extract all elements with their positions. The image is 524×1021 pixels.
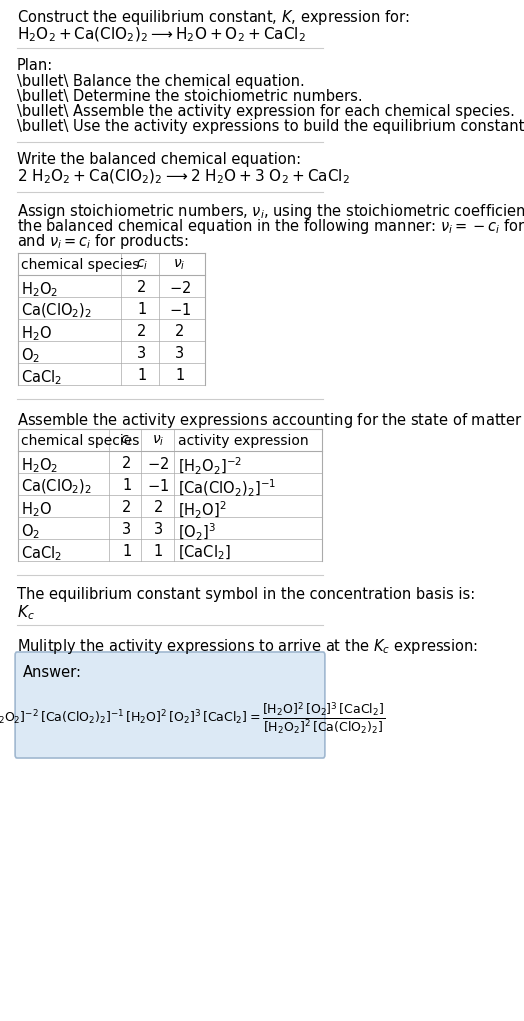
- Text: $-1$: $-1$: [147, 478, 170, 494]
- Text: $\mathrm{H_2O_2}$: $\mathrm{H_2O_2}$: [20, 456, 58, 475]
- Text: $[\mathrm{H_2O}]^{2}$: $[\mathrm{H_2O}]^{2}$: [179, 500, 227, 521]
- Text: 2: 2: [154, 500, 163, 515]
- Text: $K_c = [\mathrm{H_2O_2}]^{-2}\,[\mathrm{Ca(ClO_2)_2}]^{-1}\,[\mathrm{H_2O}]^{2}\: $K_c = [\mathrm{H_2O_2}]^{-2}\,[\mathrm{…: [0, 700, 385, 736]
- Text: $\mathrm{O_2}$: $\mathrm{O_2}$: [20, 346, 40, 364]
- Text: 2: 2: [175, 324, 184, 339]
- Text: $-2$: $-2$: [169, 280, 191, 296]
- Text: $[\mathrm{Ca(ClO_2)_2}]^{-1}$: $[\mathrm{Ca(ClO_2)_2}]^{-1}$: [179, 478, 277, 499]
- Text: activity expression: activity expression: [179, 434, 309, 448]
- Text: and $\nu_i = c_i$ for products:: and $\nu_i = c_i$ for products:: [17, 232, 189, 251]
- Text: 1: 1: [137, 368, 146, 383]
- Text: 1: 1: [154, 544, 163, 560]
- Text: 1: 1: [122, 478, 131, 493]
- Text: \bullet\ Assemble the activity expression for each chemical species.: \bullet\ Assemble the activity expressio…: [17, 104, 515, 119]
- Text: 2: 2: [122, 456, 132, 471]
- Text: $\mathrm{CaCl_2}$: $\mathrm{CaCl_2}$: [20, 368, 61, 387]
- Text: $\nu_i$: $\nu_i$: [173, 258, 186, 273]
- Text: $\mathrm{H_2O}$: $\mathrm{H_2O}$: [20, 324, 51, 343]
- Text: 3: 3: [137, 346, 146, 361]
- Text: $\mathrm{O_2}$: $\mathrm{O_2}$: [20, 522, 40, 541]
- Text: $\nu_i$: $\nu_i$: [152, 434, 165, 448]
- Text: 2: 2: [122, 500, 132, 515]
- Text: $\mathrm{2\ H_2O_2 + Ca(ClO_2)_2 \longrightarrow 2\ H_2O + 3\ O_2 + CaCl_2}$: $\mathrm{2\ H_2O_2 + Ca(ClO_2)_2 \longri…: [17, 168, 350, 187]
- Text: $-1$: $-1$: [169, 302, 191, 318]
- Text: Mulitply the activity expressions to arrive at the $K_c$ expression:: Mulitply the activity expressions to arr…: [17, 637, 478, 657]
- FancyBboxPatch shape: [15, 652, 325, 758]
- Text: 3: 3: [122, 522, 131, 537]
- Text: $c_i$: $c_i$: [121, 434, 133, 448]
- Text: $\mathrm{CaCl_2}$: $\mathrm{CaCl_2}$: [20, 544, 61, 563]
- Text: Plan:: Plan:: [17, 58, 53, 72]
- Text: chemical species: chemical species: [20, 434, 139, 448]
- Text: $[\mathrm{CaCl_2}]$: $[\mathrm{CaCl_2}]$: [179, 544, 231, 563]
- Text: \bullet\ Balance the chemical equation.: \bullet\ Balance the chemical equation.: [17, 74, 304, 89]
- Text: $\mathrm{H_2O_2}$: $\mathrm{H_2O_2}$: [20, 280, 58, 299]
- Text: 3: 3: [154, 522, 163, 537]
- Text: 1: 1: [137, 302, 146, 317]
- Text: Write the balanced chemical equation:: Write the balanced chemical equation:: [17, 152, 301, 167]
- Text: 2: 2: [137, 324, 146, 339]
- Text: $[\mathrm{O_2}]^{3}$: $[\mathrm{O_2}]^{3}$: [179, 522, 216, 543]
- Text: $\mathrm{Ca(ClO_2)_2}$: $\mathrm{Ca(ClO_2)_2}$: [20, 478, 92, 496]
- Text: Assemble the activity expressions accounting for the state of matter and $\nu_i$: Assemble the activity expressions accoun…: [17, 411, 524, 430]
- Text: 1: 1: [122, 544, 131, 560]
- Text: \bullet\ Use the activity expressions to build the equilibrium constant expressi: \bullet\ Use the activity expressions to…: [17, 119, 524, 134]
- Text: $\mathrm{H_2O_2 + Ca(ClO_2)_2 \longrightarrow H_2O + O_2 + CaCl_2}$: $\mathrm{H_2O_2 + Ca(ClO_2)_2 \longright…: [17, 26, 305, 44]
- Text: Assign stoichiometric numbers, $\nu_i$, using the stoichiometric coefficients, $: Assign stoichiometric numbers, $\nu_i$, …: [17, 202, 524, 221]
- Text: 2: 2: [137, 280, 146, 295]
- Text: $\mathrm{Ca(ClO_2)_2}$: $\mathrm{Ca(ClO_2)_2}$: [20, 302, 92, 321]
- Text: The equilibrium constant symbol in the concentration basis is:: The equilibrium constant symbol in the c…: [17, 587, 475, 602]
- Text: chemical species: chemical species: [20, 258, 139, 272]
- Text: $K_c$: $K_c$: [17, 603, 35, 622]
- Text: $-2$: $-2$: [147, 456, 170, 472]
- Text: $[\mathrm{H_2O_2}]^{-2}$: $[\mathrm{H_2O_2}]^{-2}$: [179, 456, 243, 477]
- Text: 1: 1: [175, 368, 184, 383]
- Text: 3: 3: [175, 346, 184, 361]
- Text: $\mathrm{H_2O}$: $\mathrm{H_2O}$: [20, 500, 51, 519]
- Text: the balanced chemical equation in the following manner: $\nu_i = -c_i$ for react: the balanced chemical equation in the fo…: [17, 217, 524, 236]
- Text: \bullet\ Determine the stoichiometric numbers.: \bullet\ Determine the stoichiometric nu…: [17, 89, 363, 104]
- Text: Construct the equilibrium constant, $K$, expression for:: Construct the equilibrium constant, $K$,…: [17, 8, 410, 27]
- Text: $c_i$: $c_i$: [136, 258, 148, 273]
- Text: Answer:: Answer:: [23, 665, 82, 680]
